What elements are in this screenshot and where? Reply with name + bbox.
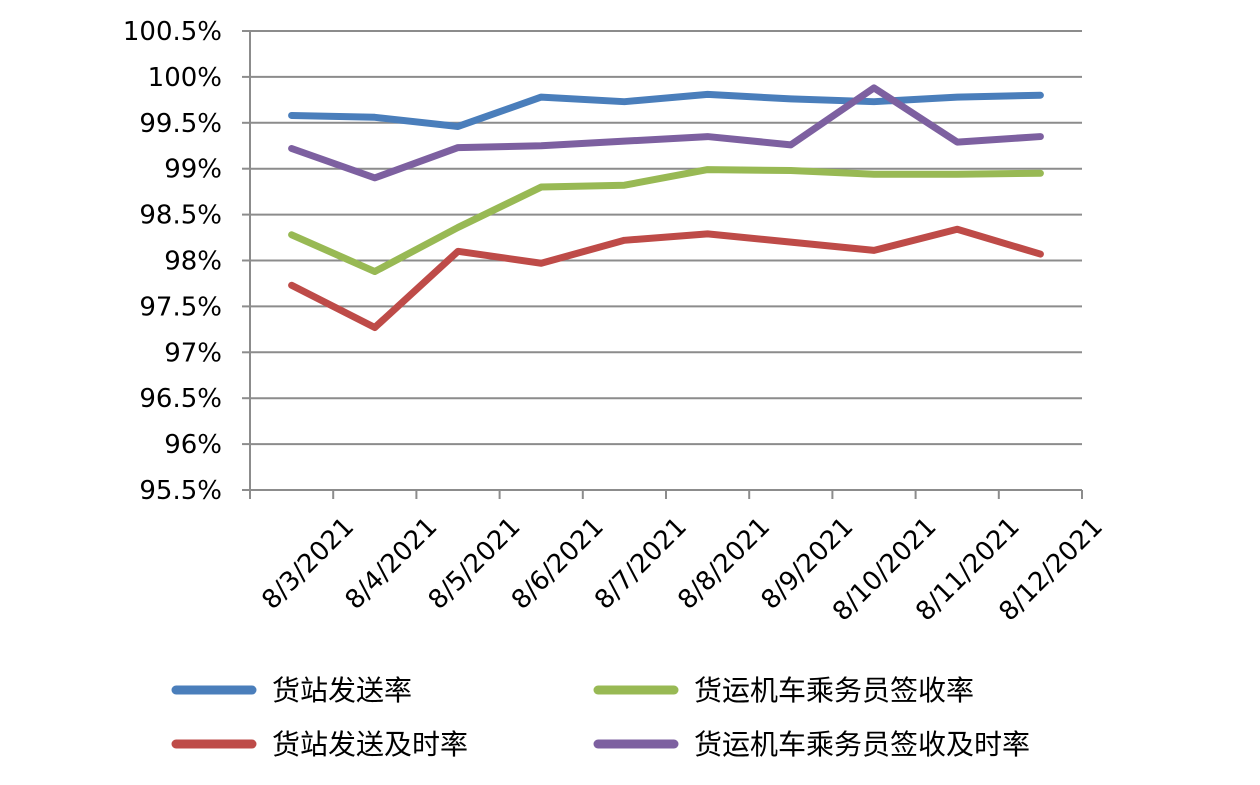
y-tick-label: 100% bbox=[148, 63, 222, 93]
y-tick-label: 96% bbox=[164, 430, 222, 460]
legend-label: 货站发送率 bbox=[272, 674, 412, 707]
y-tick-label: 95.5% bbox=[139, 476, 222, 506]
y-tick-label: 96.5% bbox=[139, 384, 222, 414]
legend-label: 货运机车乘务员签收率 bbox=[694, 674, 974, 707]
y-tick-label: 97% bbox=[164, 338, 222, 368]
y-tick-label: 98.5% bbox=[139, 201, 222, 231]
y-tick-label: 98% bbox=[164, 247, 222, 277]
y-tick-label: 99% bbox=[164, 155, 222, 185]
series-lines bbox=[288, 84, 1044, 332]
legend-label: 货运机车乘务员签收及时率 bbox=[694, 728, 1030, 761]
axes bbox=[242, 30, 1083, 499]
series-line-4 bbox=[288, 84, 1044, 182]
series-line-1 bbox=[288, 90, 1044, 130]
series-line-3 bbox=[288, 225, 1044, 332]
y-tick-label: 97.5% bbox=[139, 292, 222, 322]
series-line-2 bbox=[288, 166, 1044, 276]
legend-label: 货站发送及时率 bbox=[272, 728, 468, 761]
y-axis-ticks: 100.5% 100% 99.5% 99% 98.5% 98% 97.5% 97% 96.5% 9… bbox=[123, 17, 222, 506]
y-tick-label: 100.5% bbox=[123, 17, 222, 47]
y-tick-label: 99.5% bbox=[139, 109, 222, 139]
x-axis-ticks: 8/3/20218/4/20218/5/20218/6/20218/7/2021… bbox=[256, 512, 1109, 627]
